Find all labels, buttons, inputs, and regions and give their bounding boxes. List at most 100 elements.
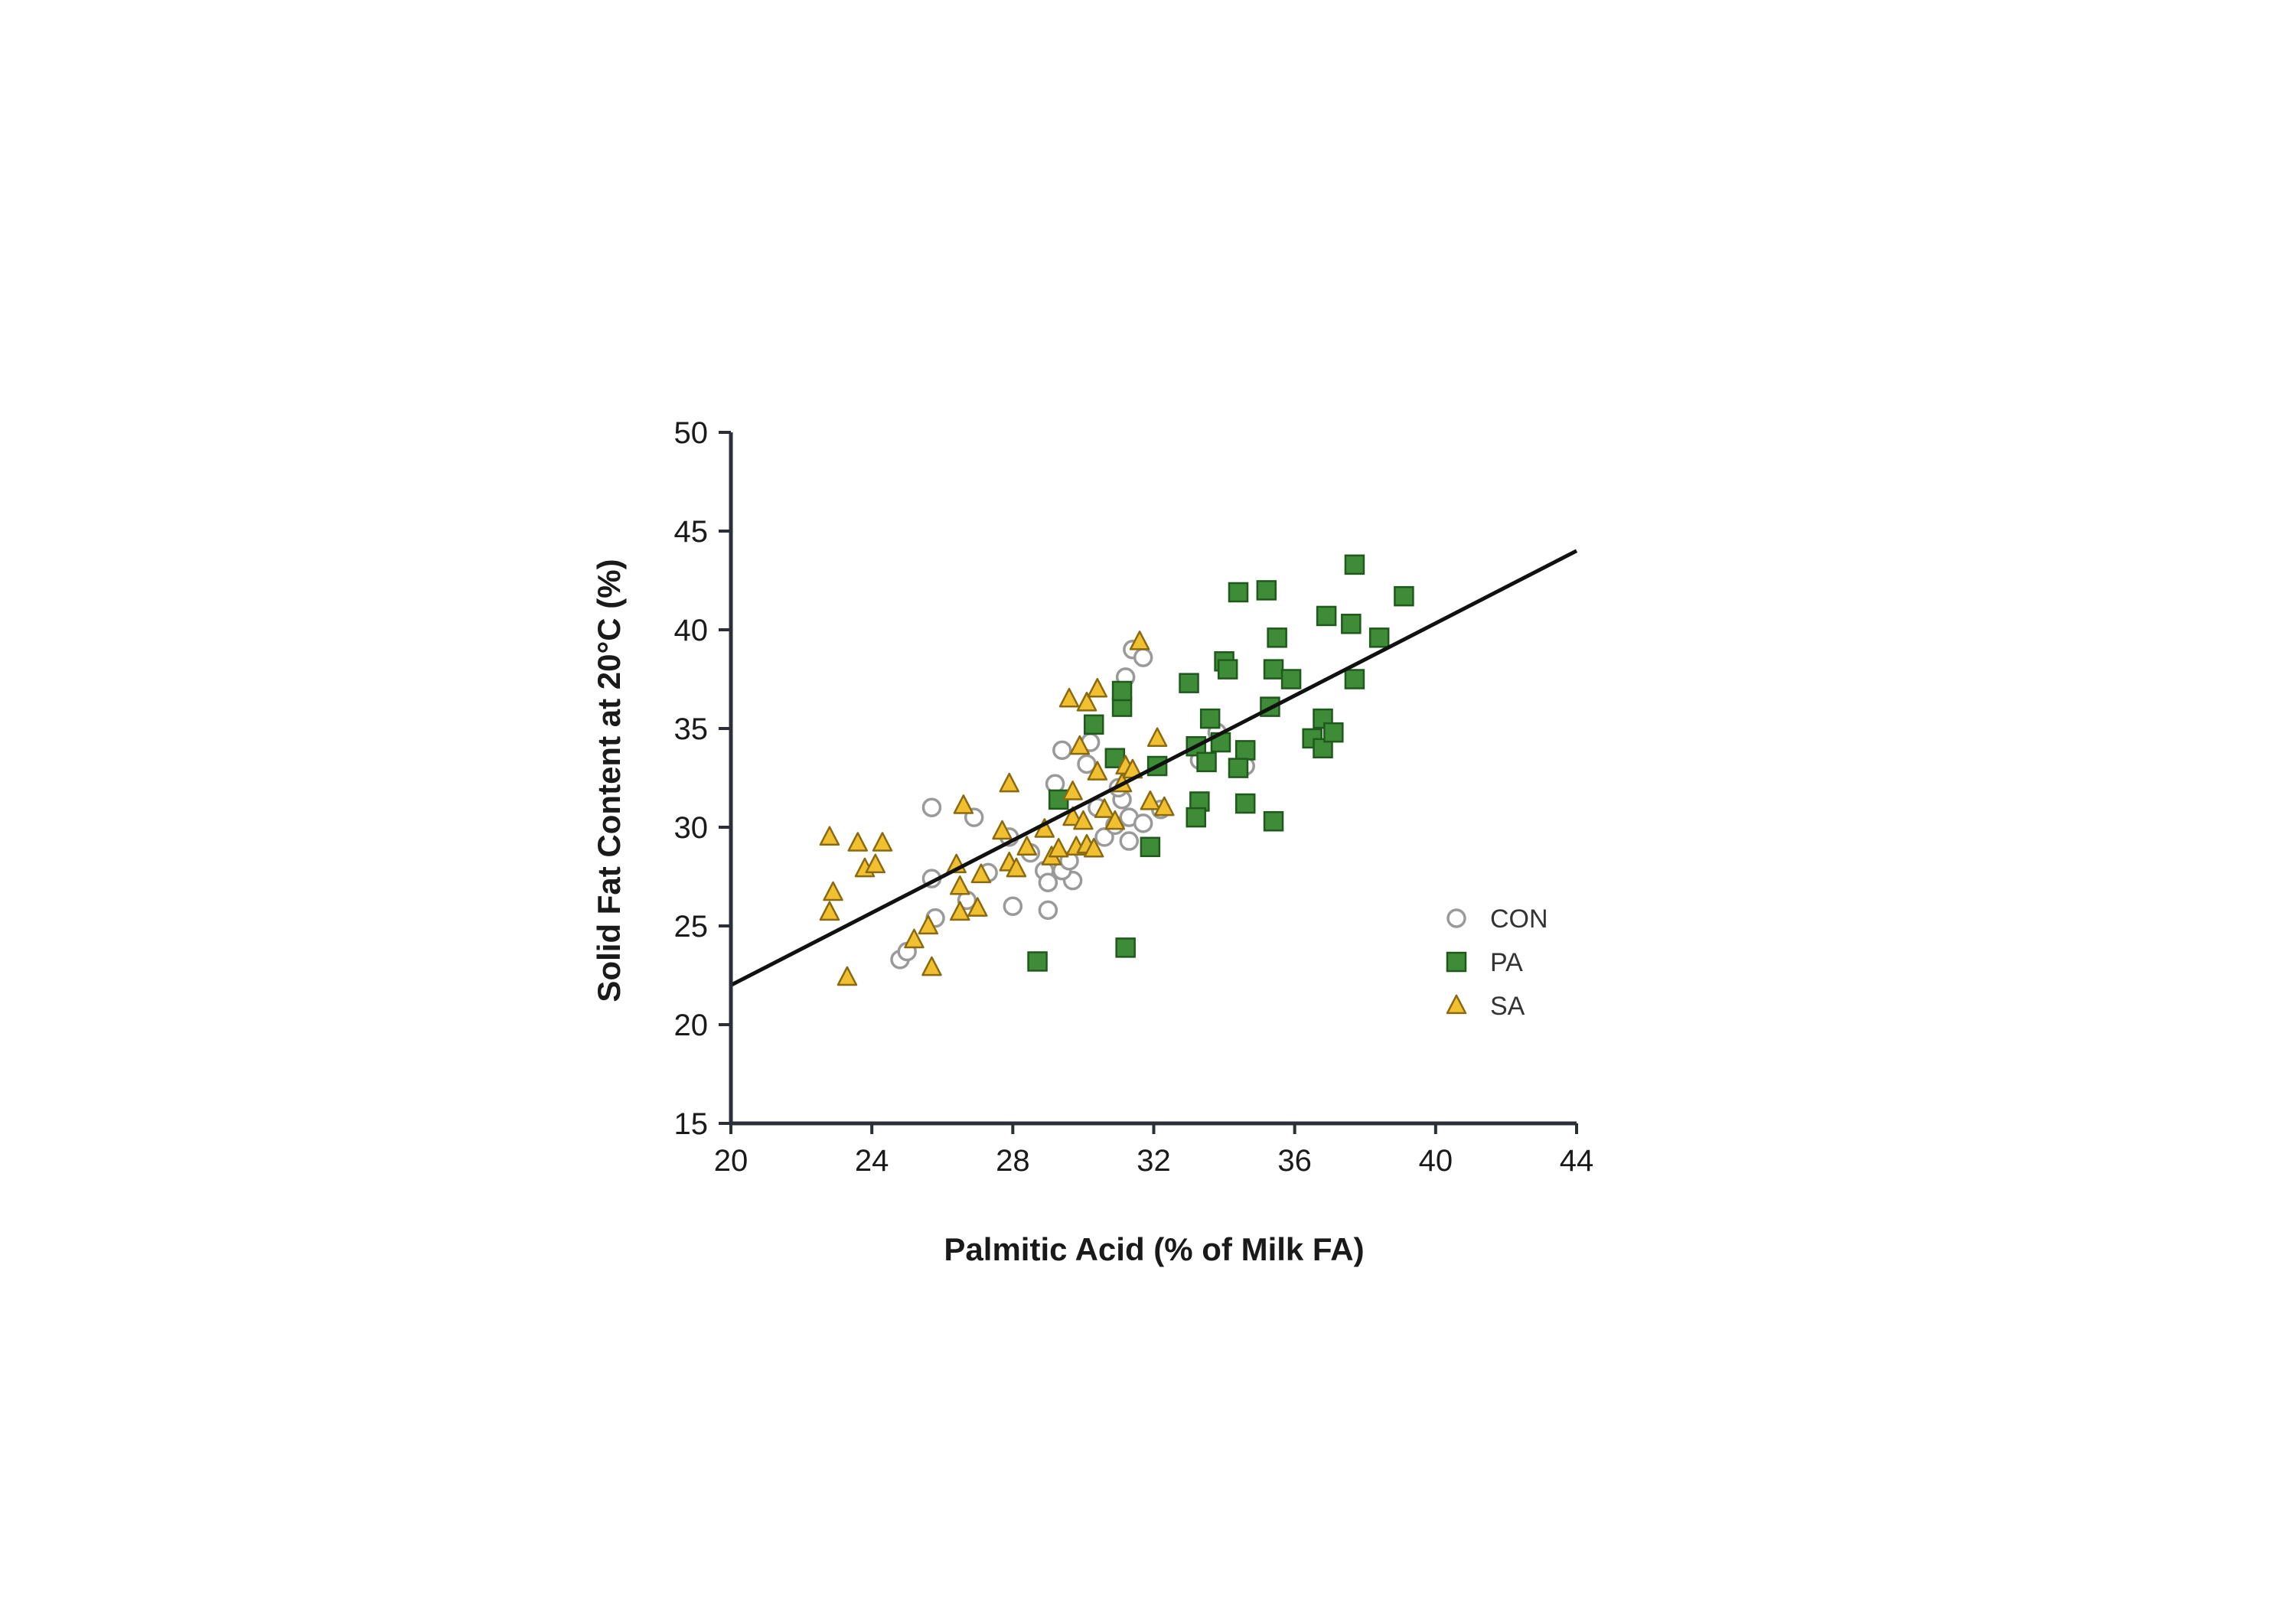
axes-layer bbox=[729, 432, 1577, 1126]
point-con bbox=[1119, 831, 1140, 851]
point-sa bbox=[823, 881, 843, 901]
point-pa bbox=[1344, 554, 1365, 575]
point-pa bbox=[1316, 605, 1337, 627]
x-tick-label: 20 bbox=[714, 1144, 748, 1178]
legend-marker-pa bbox=[1446, 951, 1467, 973]
point-pa bbox=[1228, 758, 1249, 778]
point-sa bbox=[921, 956, 942, 976]
legend-item-con: CON bbox=[1446, 905, 1548, 934]
y-axis-title: Solid Fat Content at 20°C (%) bbox=[591, 559, 627, 1002]
point-con bbox=[1094, 827, 1114, 847]
y-tick-label: 50 bbox=[674, 416, 709, 450]
point-sa bbox=[967, 897, 988, 917]
legend-label: SA bbox=[1490, 992, 1525, 1021]
point-pa bbox=[1368, 627, 1390, 648]
point-sa bbox=[950, 875, 970, 895]
point-pa bbox=[1267, 627, 1287, 648]
point-con bbox=[1052, 740, 1072, 761]
point-pa bbox=[1199, 708, 1221, 729]
point-pa bbox=[1394, 585, 1414, 607]
point-pa bbox=[1234, 740, 1256, 761]
point-sa bbox=[819, 826, 840, 846]
y-tick-label: 45 bbox=[674, 515, 709, 549]
point-sa bbox=[950, 901, 970, 921]
point-pa bbox=[1186, 807, 1206, 828]
point-pa bbox=[1083, 714, 1104, 735]
legend-marker-con bbox=[1446, 908, 1466, 928]
point-sa bbox=[918, 914, 939, 935]
point-pa bbox=[1344, 669, 1365, 689]
point-sa bbox=[847, 832, 868, 852]
point-sa bbox=[970, 863, 992, 884]
point-pa bbox=[1263, 811, 1284, 832]
y-tick-label: 30 bbox=[674, 811, 709, 845]
regression-line bbox=[729, 549, 1578, 987]
point-sa bbox=[1076, 692, 1097, 712]
point-pa bbox=[1256, 580, 1277, 601]
point-sa bbox=[953, 794, 974, 814]
point-sa bbox=[1087, 677, 1108, 698]
point-pa bbox=[1323, 722, 1344, 743]
point-pa bbox=[1234, 793, 1256, 814]
point-con bbox=[1003, 896, 1023, 916]
point-sa bbox=[1062, 781, 1083, 800]
series-sa bbox=[819, 631, 1175, 986]
point-sa bbox=[1129, 631, 1150, 650]
point-sa bbox=[1006, 857, 1027, 878]
y-tick-label: 25 bbox=[674, 910, 709, 944]
point-pa bbox=[1140, 836, 1161, 858]
point-con bbox=[1133, 647, 1153, 667]
y-tick-label: 15 bbox=[674, 1107, 709, 1141]
y-tick-label: 20 bbox=[674, 1009, 709, 1042]
point-sa bbox=[1048, 837, 1069, 858]
point-pa bbox=[1111, 680, 1133, 702]
legend-label: CON bbox=[1490, 905, 1548, 934]
y-tick-label: 40 bbox=[674, 614, 709, 647]
point-sa bbox=[1146, 727, 1168, 748]
legend: CON PA SA bbox=[1446, 905, 1548, 1021]
x-tick-label: 40 bbox=[1419, 1144, 1453, 1178]
point-con bbox=[921, 797, 942, 817]
trend-layer bbox=[729, 549, 1578, 987]
y-tick-label: 35 bbox=[674, 712, 709, 746]
x-tick-label: 32 bbox=[1137, 1144, 1171, 1178]
point-pa bbox=[1217, 659, 1238, 680]
point-sa bbox=[837, 966, 858, 986]
point-sa bbox=[872, 832, 893, 852]
point-sa bbox=[1069, 735, 1091, 755]
point-sa bbox=[1058, 687, 1080, 708]
point-pa bbox=[1196, 751, 1217, 773]
point-sa bbox=[1062, 806, 1083, 826]
point-sa bbox=[865, 853, 886, 874]
point-pa bbox=[1115, 937, 1136, 958]
point-sa bbox=[1104, 810, 1126, 830]
point-pa bbox=[1027, 951, 1048, 972]
x-tick-label: 36 bbox=[1277, 1144, 1312, 1178]
x-tick-label: 24 bbox=[855, 1144, 889, 1178]
point-sa bbox=[1087, 761, 1108, 781]
point-pa bbox=[1341, 614, 1362, 634]
point-con bbox=[1038, 900, 1058, 921]
point-sa bbox=[1140, 790, 1161, 810]
legend-label: PA bbox=[1490, 948, 1523, 977]
point-sa bbox=[1154, 796, 1175, 817]
point-sa bbox=[1083, 837, 1104, 858]
point-sa bbox=[1073, 810, 1094, 830]
marks-layer bbox=[819, 554, 1414, 986]
legend-item-sa: SA bbox=[1446, 992, 1525, 1021]
x-axis-title: Palmitic Acid (% of Milk FA) bbox=[944, 1231, 1364, 1267]
point-con bbox=[1133, 813, 1153, 833]
point-pa bbox=[1263, 659, 1284, 680]
legend-marker-sa bbox=[1446, 994, 1467, 1015]
point-pa bbox=[1280, 669, 1302, 689]
x-tick-label: 44 bbox=[1560, 1144, 1594, 1178]
point-sa bbox=[999, 772, 1019, 793]
point-pa bbox=[1228, 582, 1249, 603]
point-sa bbox=[819, 901, 840, 921]
point-sa bbox=[904, 928, 925, 949]
legend-item-pa: PA bbox=[1446, 948, 1523, 977]
point-sa bbox=[1016, 836, 1037, 856]
